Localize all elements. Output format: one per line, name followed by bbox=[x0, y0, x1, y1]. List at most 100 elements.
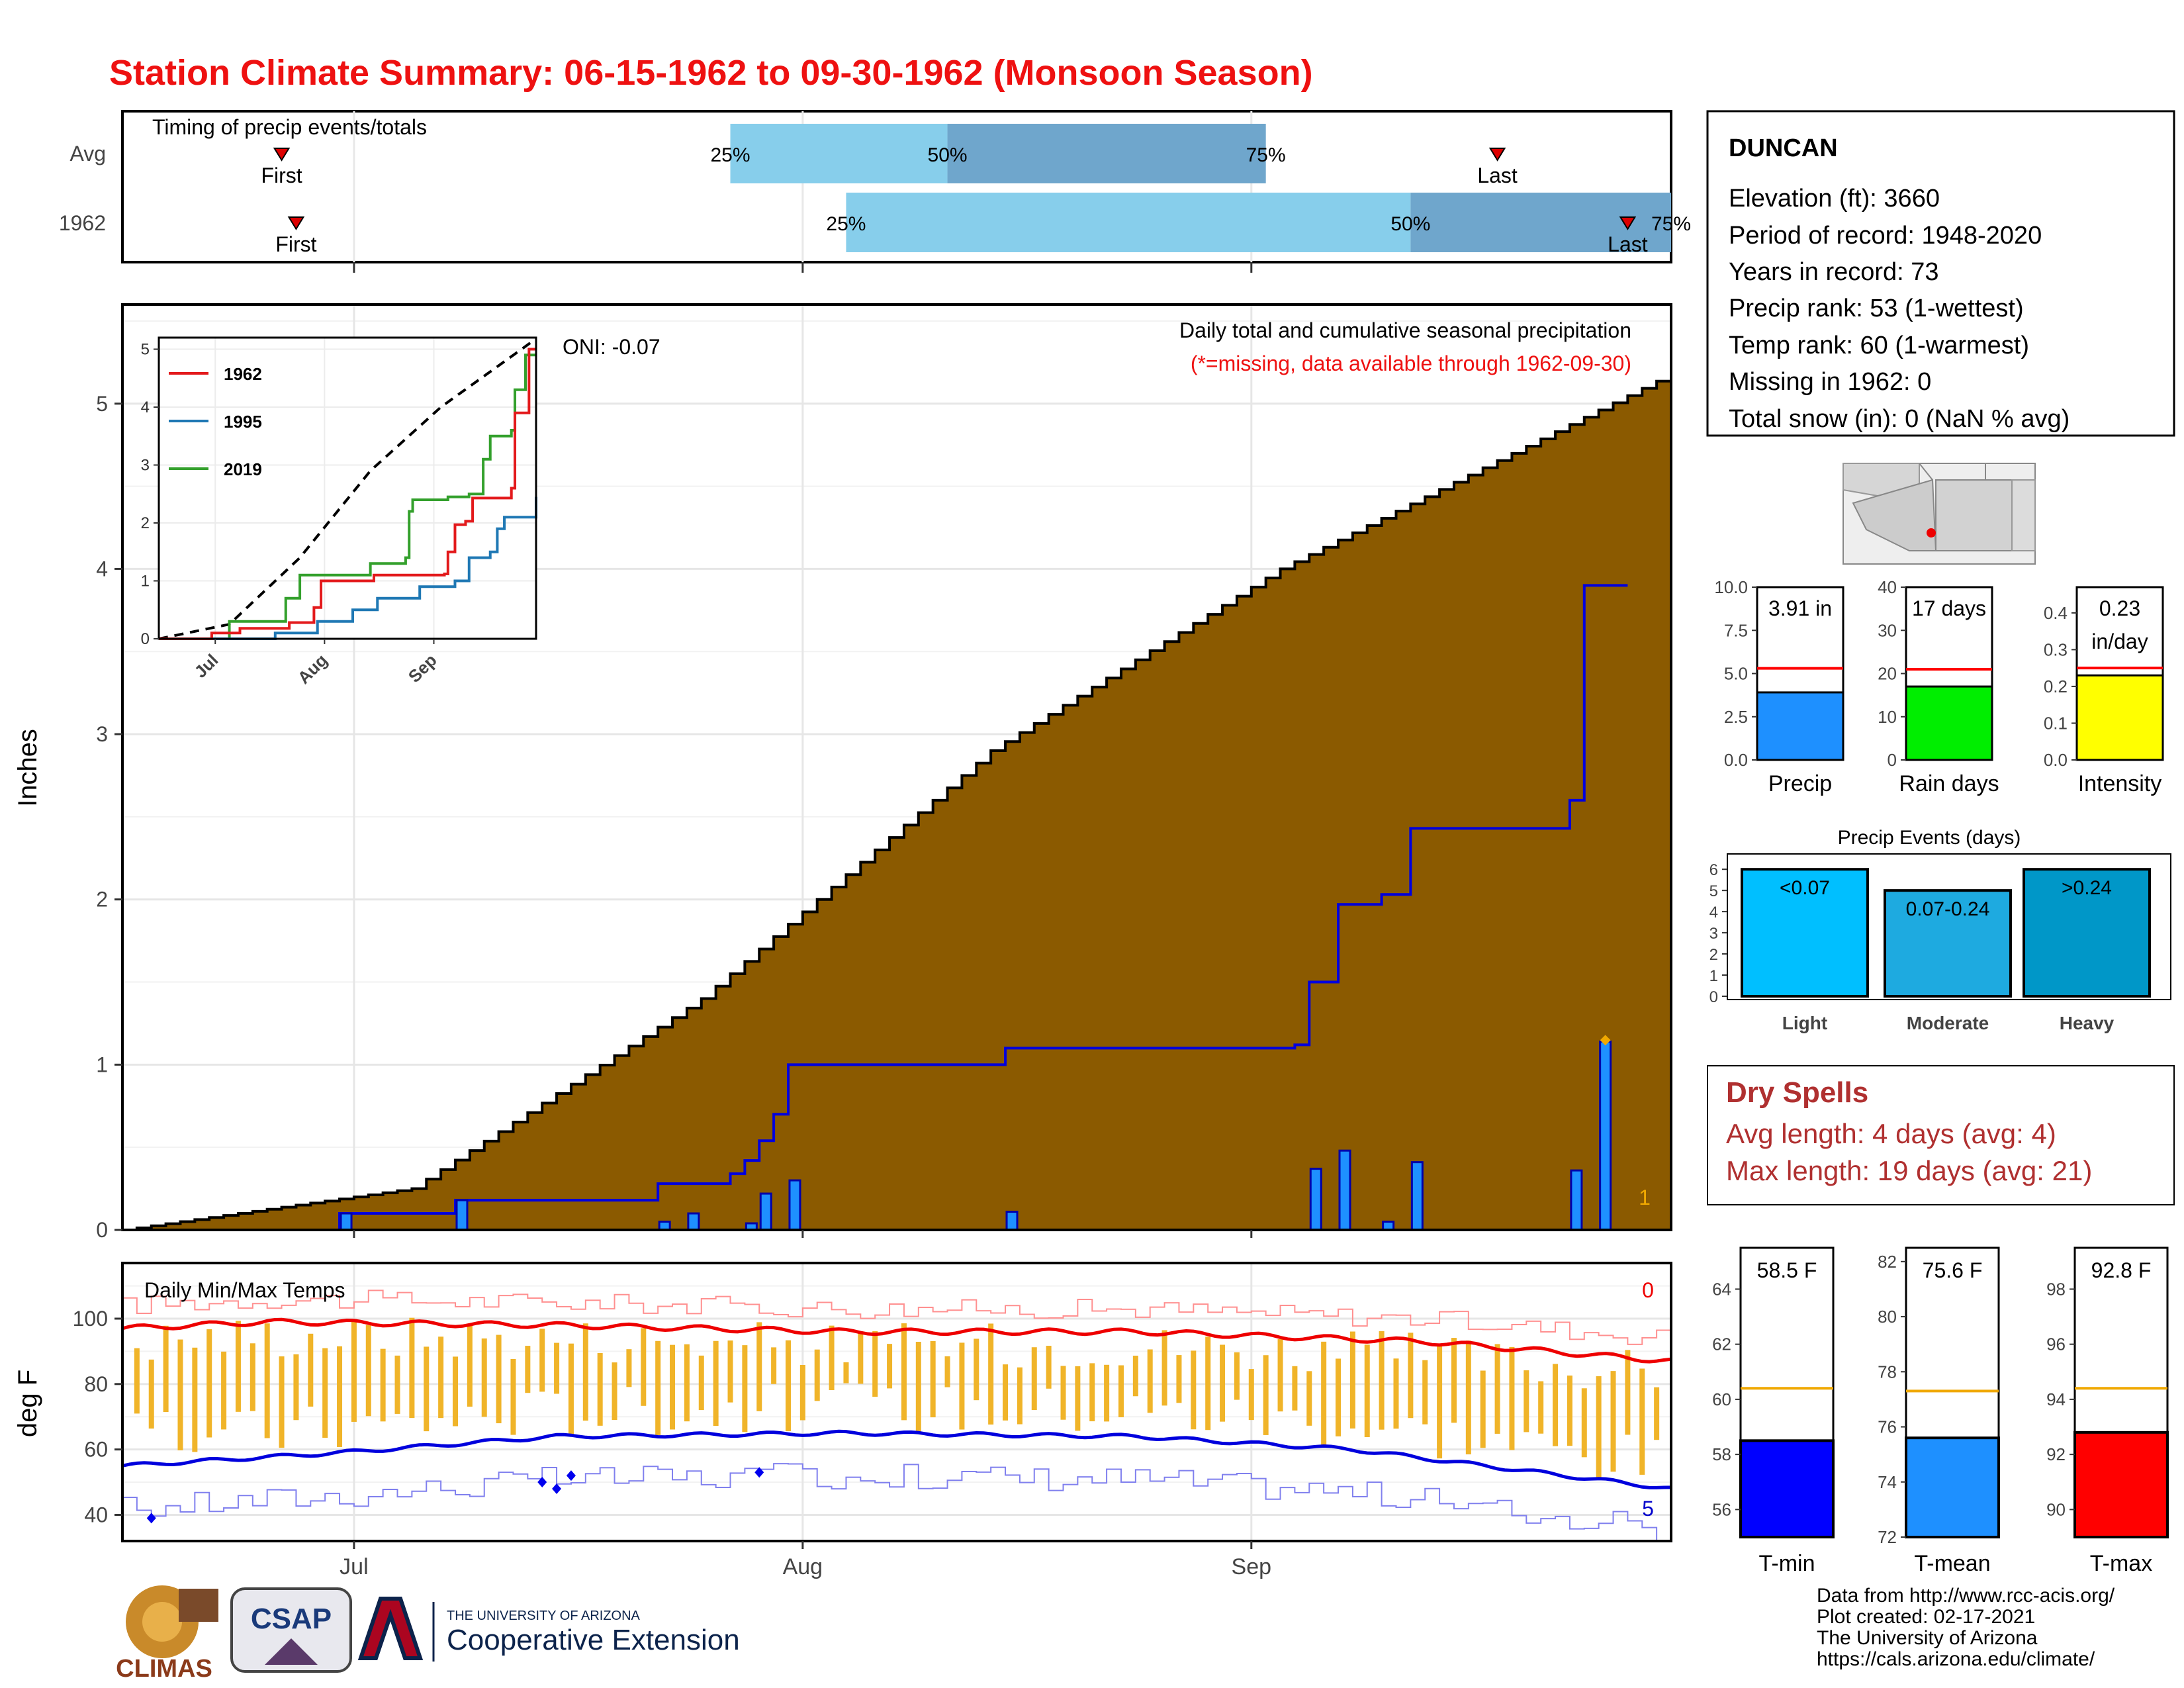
temp-bar-t-max bbox=[2073, 1430, 2169, 1539]
daily-temp-range-bar bbox=[438, 1336, 444, 1419]
record-low-marker bbox=[552, 1483, 562, 1494]
temp-bar-ytick-label: 58 bbox=[1712, 1444, 1731, 1464]
precip-panel: 0 1 2 3 4 5 Inches Daily total and cumulative… bbox=[13, 303, 1672, 1242]
temp-bar-label: T-min bbox=[1759, 1551, 1815, 1576]
footer-line-4: https://cals.arizona.edu/climate/ bbox=[1817, 1648, 2095, 1670]
record-low-marker bbox=[754, 1467, 764, 1478]
summary-bar-ytick-label: 0.4 bbox=[2044, 603, 2068, 623]
timing-row-label-avg: Avg bbox=[69, 142, 106, 165]
inset-avg-line bbox=[158, 338, 537, 640]
summary-bar-label: Precip bbox=[1768, 771, 1832, 796]
summary-bar-label: Rain days bbox=[1899, 771, 1999, 796]
daily-temp-range-bar bbox=[1234, 1352, 1240, 1400]
ua-logo: THE UNIVERSITY OF ARIZONA Cooperative Ex… bbox=[357, 1597, 740, 1662]
daily-temp-range-bar bbox=[1306, 1371, 1312, 1426]
avg-min-line bbox=[122, 1429, 1672, 1489]
precip-ytick-label: 3 bbox=[96, 722, 108, 746]
precip-ytick-label: 1 bbox=[96, 1053, 108, 1076]
daily-temp-range-bar bbox=[1017, 1367, 1023, 1425]
temp-bar-ytick-label: 74 bbox=[1878, 1472, 1897, 1492]
daily-temp-range-bar bbox=[597, 1353, 603, 1426]
timing-panel: 25% 50% 75% First Last 25% 50% 75% First Last Tim… bbox=[59, 110, 1691, 273]
summary-bar-ytick-label: 40 bbox=[1878, 577, 1897, 597]
daily-temp-range-bar bbox=[843, 1362, 849, 1383]
temp-yaxis: 40 60 80 100 bbox=[73, 1307, 1253, 1549]
daily-temp-range-bar bbox=[901, 1323, 907, 1421]
daily-temp-range-bar bbox=[1364, 1344, 1370, 1438]
daily-temp-range-bar bbox=[915, 1341, 921, 1434]
last-marker-label: Last bbox=[1477, 164, 1518, 187]
record-low-marker bbox=[537, 1477, 547, 1488]
daily-precip-bar bbox=[340, 1212, 353, 1231]
month-label: Sep bbox=[1232, 1554, 1272, 1579]
daily-temp-range-bar bbox=[727, 1340, 733, 1403]
temp-bar-ytick-label: 82 bbox=[1878, 1252, 1897, 1272]
daily-temp-range-bar bbox=[698, 1355, 704, 1411]
temp-bar-value: 92.8 F bbox=[2091, 1258, 2152, 1282]
temp-bar-t-mean bbox=[1905, 1436, 2000, 1538]
daily-temp-range-bar bbox=[1437, 1346, 1443, 1459]
event-bar-label: Heavy bbox=[2060, 1013, 2115, 1033]
station-precip-rank: Precip rank: 53 (1-wettest) bbox=[1729, 295, 2024, 322]
daily-temp-range-bar bbox=[713, 1340, 719, 1427]
daily-temp-range-bar bbox=[1336, 1358, 1342, 1436]
daily-precip-bar bbox=[1005, 1211, 1019, 1231]
summary-bar-rain-days bbox=[1905, 685, 1993, 761]
daily-temp-range-bar bbox=[163, 1325, 169, 1413]
daily-temp-range-bar bbox=[467, 1325, 473, 1407]
precip-ytick-label: 0 bbox=[96, 1218, 108, 1242]
record-max-line bbox=[122, 1289, 1672, 1345]
daily-temp-range-bar bbox=[1292, 1366, 1298, 1411]
station-name: DUNCAN bbox=[1729, 134, 1838, 162]
timing-row-label-year: 1962 bbox=[59, 211, 106, 235]
daily-temp-range-bar bbox=[481, 1338, 487, 1417]
daily-temp-range-bar bbox=[1553, 1364, 1559, 1446]
daily-temp-range-bar bbox=[1610, 1371, 1616, 1472]
ua-logo-big-text: Cooperative Extension bbox=[447, 1624, 740, 1656]
summary-bar-ytick-label: 10.0 bbox=[1714, 577, 1748, 597]
summary-bar-intensity bbox=[2075, 674, 2164, 761]
daily-temp-range-bar bbox=[1161, 1330, 1167, 1406]
daily-temp-range-bar bbox=[554, 1342, 560, 1394]
record-min-line bbox=[122, 1463, 1672, 1542]
timing-p75-label: 75% bbox=[1246, 144, 1286, 166]
daily-temp-range-bar bbox=[1263, 1355, 1269, 1435]
temp-bar-t-min bbox=[1739, 1439, 1835, 1538]
timing-bar-upper bbox=[947, 124, 1266, 183]
timing-p50-label: 50% bbox=[928, 144, 968, 166]
climas-logo-text: CLIMAS bbox=[116, 1655, 212, 1683]
daily-temp-range-bar bbox=[1509, 1346, 1515, 1450]
dry-spells-avg: Avg length: 4 days (avg: 4) bbox=[1726, 1118, 2056, 1149]
summary-bar-ytick-label: 2.5 bbox=[1724, 707, 1748, 727]
inset-legend: 1962 1995 2019 bbox=[169, 364, 262, 479]
precip-ytick-label: 4 bbox=[96, 557, 108, 581]
daily-precip-bar bbox=[759, 1192, 772, 1231]
daily-temp-range-bar bbox=[684, 1344, 690, 1422]
station-period: Period of record: 1948-2020 bbox=[1729, 222, 2042, 250]
daily-temp-range-bar bbox=[785, 1340, 791, 1432]
temp-ytick-label: 60 bbox=[84, 1438, 108, 1462]
daily-temp-range-bar bbox=[1596, 1376, 1602, 1478]
footer-credits: Data from http://www.rcc-acis.org/ Plot … bbox=[1817, 1585, 2115, 1670]
events-ytick-label: 6 bbox=[1709, 861, 1718, 879]
temp-bar-ytick-label: 78 bbox=[1878, 1362, 1897, 1382]
daily-temp-range-bar bbox=[1031, 1347, 1037, 1411]
daily-temp-range-bar bbox=[192, 1347, 198, 1452]
summary-bar-ytick-label: 5.0 bbox=[1724, 664, 1748, 684]
timing-bar-lower bbox=[846, 193, 1411, 252]
summary-bar-ytick-label: 30 bbox=[1878, 620, 1897, 640]
daily-temp-range-bar bbox=[424, 1346, 430, 1432]
timing-p50-label: 50% bbox=[1390, 213, 1430, 235]
inset-series-line bbox=[159, 496, 537, 640]
daily-temp-range-bar bbox=[1451, 1338, 1457, 1423]
event-bar-light bbox=[1741, 868, 1869, 998]
temp-title: Daily Min/Max Temps bbox=[144, 1278, 345, 1302]
station-snow: Total snow (in): 0 (NaN % avg) bbox=[1729, 405, 2070, 433]
events-bars: 0 1 2 3 4 5 6 <0.07 Light 0.07-0.24 Moderate >0.24 H… bbox=[1709, 861, 2151, 1033]
daily-temp-range-bar bbox=[1147, 1349, 1153, 1413]
daily-precip-bar bbox=[687, 1212, 700, 1231]
summary-bar-ytick-label: 0.1 bbox=[2044, 713, 2068, 733]
daily-temp-range-bar bbox=[221, 1351, 227, 1430]
summary-bar-value: 0.23 bbox=[2099, 596, 2140, 620]
